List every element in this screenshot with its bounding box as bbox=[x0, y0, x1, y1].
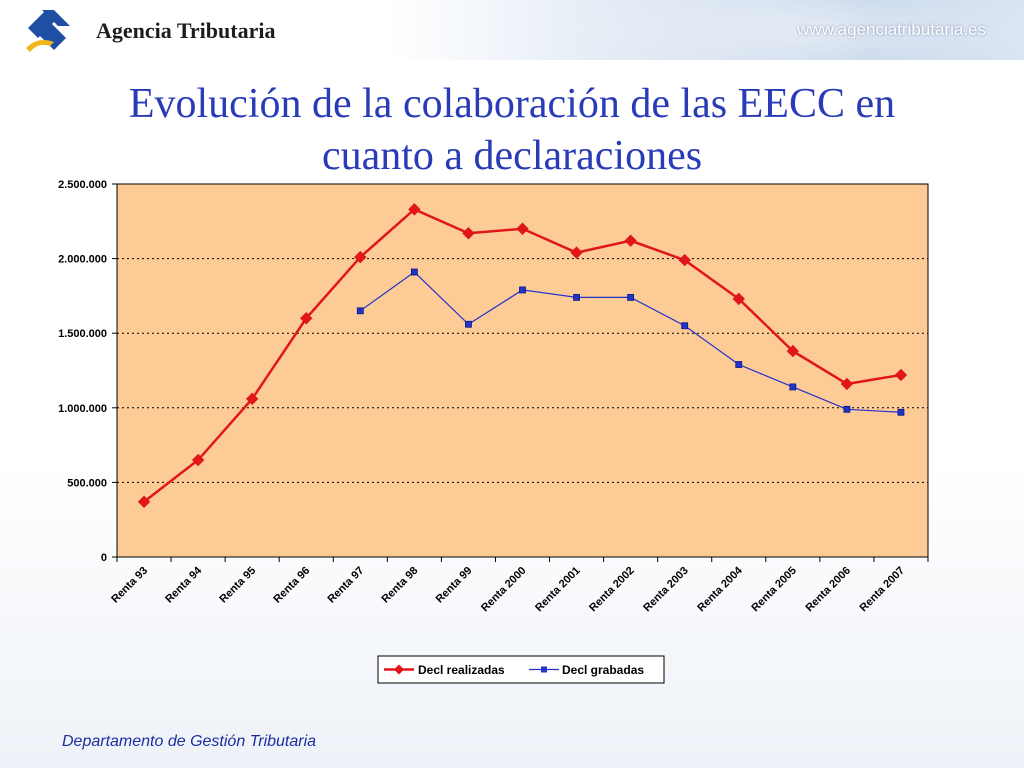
data-point bbox=[356, 307, 364, 315]
x-tick-label: Renta 98 bbox=[380, 565, 421, 606]
y-tick-label: 0 bbox=[101, 552, 107, 564]
y-tick-label: 1.000.000 bbox=[58, 403, 107, 415]
legend-label: Decl grabadas bbox=[562, 663, 644, 677]
page-title-line-1: Evolución de la colaboración de las EECC… bbox=[128, 81, 896, 127]
data-point bbox=[191, 453, 205, 467]
data-point bbox=[897, 408, 905, 416]
data-point bbox=[245, 392, 259, 406]
website-url[interactable]: www.agenciatributaria.es bbox=[797, 20, 986, 39]
data-point bbox=[735, 361, 743, 368]
data-point bbox=[681, 322, 689, 330]
data-point bbox=[516, 222, 529, 235]
y-tick-label: 1.500.000 bbox=[58, 328, 107, 340]
data-point bbox=[627, 293, 635, 301]
page-title: Evolución de la colaboración de las EECC… bbox=[40, 78, 984, 182]
data-point bbox=[354, 250, 367, 264]
data-point bbox=[678, 253, 691, 267]
data-point bbox=[137, 495, 151, 509]
line-chart: 0 500.000 1.000.000 1.500.000 2.000.000 2.500… bbox=[58, 179, 929, 684]
legend-label: Decl realizadas bbox=[418, 663, 505, 677]
x-tick-label: Renta 94 bbox=[163, 564, 205, 606]
plot-area bbox=[116, 183, 929, 558]
x-tick-label: Renta 2007 bbox=[858, 565, 908, 615]
data-point bbox=[300, 312, 313, 325]
y-tick-label: 500.000 bbox=[67, 477, 107, 489]
data-point bbox=[624, 234, 637, 247]
x-tick-label: Renta 2005 bbox=[749, 565, 799, 615]
data-point bbox=[570, 246, 583, 259]
x-tick-label: Renta 2004 bbox=[695, 564, 745, 614]
data-point bbox=[410, 268, 418, 276]
y-tick-label: 2.000.000 bbox=[58, 254, 107, 266]
data-point bbox=[732, 292, 745, 306]
brand-name: Agencia Tributaria bbox=[96, 18, 276, 43]
legend bbox=[377, 655, 665, 684]
data-point bbox=[894, 368, 908, 382]
x-tick-label: Renta 2002 bbox=[587, 565, 637, 615]
x-tick-label: Renta 99 bbox=[434, 565, 475, 606]
data-point bbox=[789, 383, 797, 391]
data-point bbox=[519, 286, 526, 294]
x-tick-label: Renta 97 bbox=[326, 565, 367, 606]
data-point bbox=[843, 405, 851, 413]
agencia-tributaria-logo-icon bbox=[26, 10, 70, 52]
legend-marker bbox=[394, 664, 404, 675]
data-point bbox=[462, 227, 475, 240]
data-point bbox=[840, 377, 854, 391]
data-point bbox=[573, 293, 580, 301]
data-point bbox=[786, 344, 800, 358]
header-decoration bbox=[560, 0, 1024, 60]
page-title-line-2: cuanto a declaraciones bbox=[321, 133, 703, 179]
x-tick-label: Renta 2001 bbox=[533, 565, 583, 615]
footer-department: Departamento de Gestión Tributaria bbox=[62, 733, 317, 750]
x-tick-label: Renta 2003 bbox=[641, 565, 691, 615]
x-tick-label: Renta 2006 bbox=[803, 565, 853, 615]
header-banner: Agencia Tributaria www.agenciatributaria… bbox=[0, 0, 1024, 60]
x-tick-label: Renta 93 bbox=[109, 565, 150, 606]
data-point bbox=[408, 203, 421, 216]
x-tick-label: Renta 96 bbox=[271, 565, 312, 606]
x-tick-label: Renta 95 bbox=[217, 565, 258, 606]
legend-marker bbox=[541, 666, 547, 673]
y-tick-label: 2.500.000 bbox=[58, 179, 107, 191]
x-tick-label: Renta 2000 bbox=[479, 565, 529, 615]
data-point bbox=[465, 320, 472, 328]
